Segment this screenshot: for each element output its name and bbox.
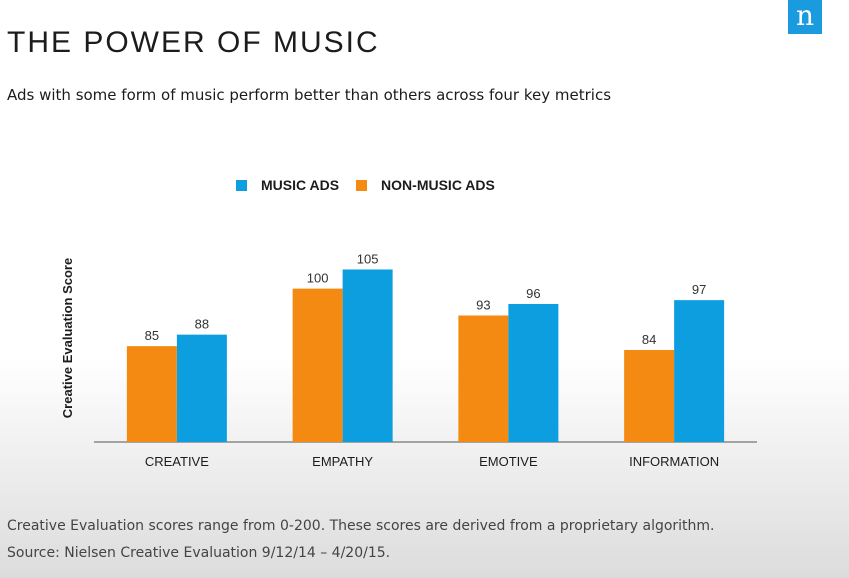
data-label-music-empathy: 105 xyxy=(357,251,379,266)
bar-music-information xyxy=(674,300,725,442)
legend-label-music: MUSIC ADS xyxy=(261,177,340,193)
data-label-non-music-creative: 85 xyxy=(145,328,159,343)
bar-music-empathy xyxy=(342,269,393,442)
x-tick-label-creative: CREATIVE xyxy=(145,454,209,469)
data-label-music-emotive: 96 xyxy=(526,286,540,301)
bar-music-emotive xyxy=(508,303,559,442)
x-tick-label-empathy: EMPATHY xyxy=(312,454,373,469)
legend-label-non-music: NON-MUSIC ADS xyxy=(381,177,495,193)
data-label-music-information: 97 xyxy=(692,282,706,297)
legend-item-music: MUSIC ADS xyxy=(236,177,339,193)
bar-non-music-creative xyxy=(126,346,177,442)
x-tick-label-information: INFORMATION xyxy=(629,454,719,469)
chart-legend: MUSIC ADS NON-MUSIC ADS xyxy=(236,177,512,193)
x-tick-label-emotive: EMOTIVE xyxy=(479,454,538,469)
data-label-non-music-information: 84 xyxy=(642,332,656,347)
data-label-non-music-empathy: 100 xyxy=(307,271,329,286)
data-label-music-creative: 88 xyxy=(195,317,209,332)
footnote-source: Source: Nielsen Creative Evaluation 9/12… xyxy=(7,545,391,561)
footnote-scale: Creative Evaluation scores range from 0-… xyxy=(7,518,715,534)
legend-swatch-non-music xyxy=(356,179,368,191)
page-title: THE POWER OF MUSIC xyxy=(7,26,380,59)
legend-swatch-music xyxy=(236,179,247,191)
page-subtitle: Ads with some form of music perform bett… xyxy=(7,86,612,104)
bar-non-music-emotive xyxy=(458,315,509,442)
nielsen-logo: n xyxy=(788,0,822,34)
y-axis-label: Creative Evaluation Score xyxy=(60,258,75,418)
legend-item-non-music: NON-MUSIC ADS xyxy=(356,177,495,193)
bar-music-creative xyxy=(176,334,227,442)
bar-non-music-information xyxy=(624,349,675,442)
bar-non-music-empathy xyxy=(292,288,343,442)
data-label-non-music-emotive: 93 xyxy=(476,297,490,312)
bar-group: 85 88 CREATIVE 100 105 EMPATHY 93 96 EMOTIVE 84 97… xyxy=(126,251,725,469)
